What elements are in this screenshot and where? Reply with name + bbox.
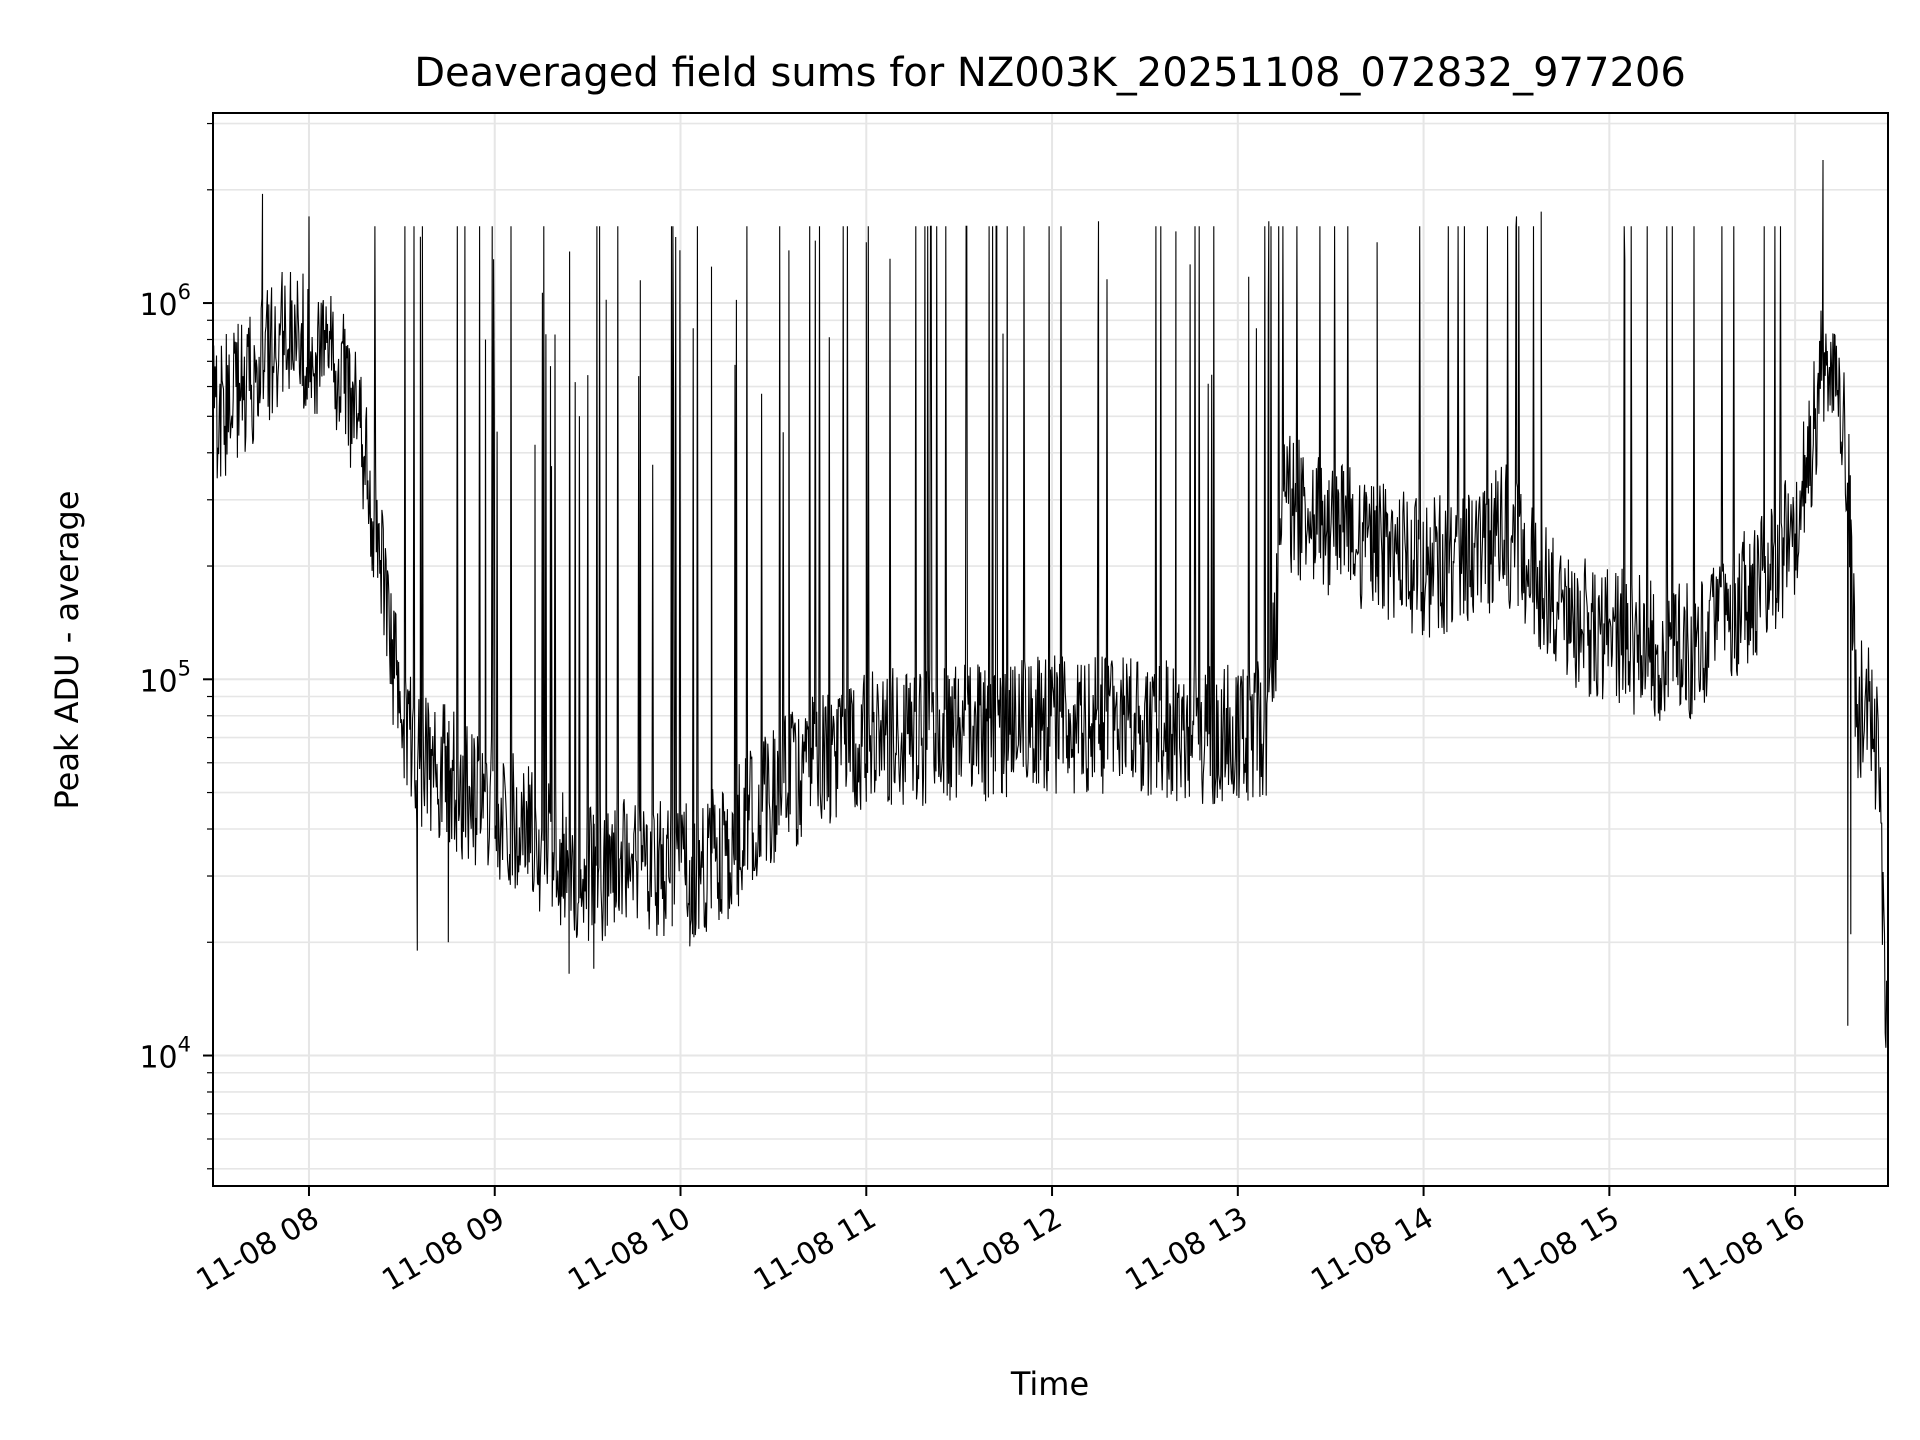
y-tick-base: 10 xyxy=(139,288,177,323)
y-tick-label: 106 xyxy=(139,280,191,323)
series-layer xyxy=(212,159,1889,1084)
y-tick-base: 10 xyxy=(139,664,177,699)
y-tick-exponent: 5 xyxy=(178,656,191,680)
y-tick-label: 104 xyxy=(139,1033,191,1076)
series-line xyxy=(212,159,1889,1084)
chart-title: Deaveraged field sums for NZ003K_2025110… xyxy=(414,50,1686,96)
y-tick-label: 105 xyxy=(139,656,191,699)
y-tick-exponent: 4 xyxy=(178,1033,191,1057)
x-axis-label: Time xyxy=(1010,1365,1089,1403)
y-axis-label: Peak ADU - average xyxy=(48,491,86,810)
y-tick-exponent: 6 xyxy=(178,280,191,304)
y-tick-base: 10 xyxy=(139,1041,177,1076)
plot-frame xyxy=(212,112,1889,1187)
